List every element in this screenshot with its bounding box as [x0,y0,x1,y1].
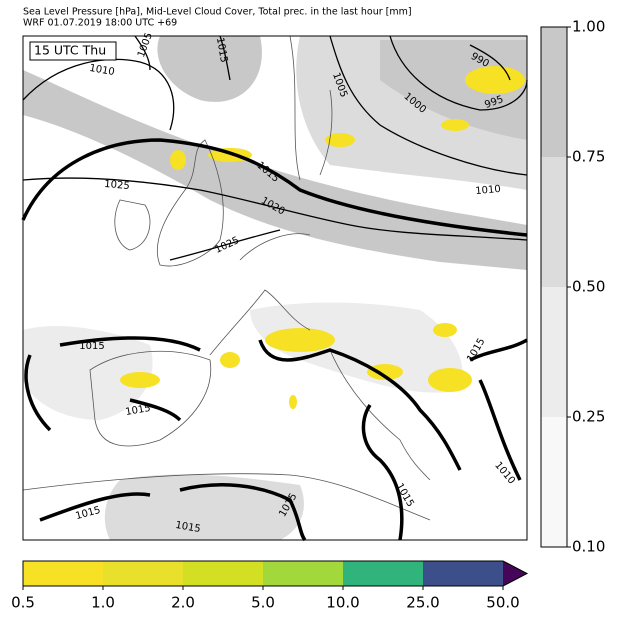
colorbar-tick-label: 0.25 [572,408,605,426]
isobar-label: 1015 [79,341,104,352]
colorbar-tick-label: 1.00 [572,18,605,36]
subtitle-line: WRF 01.07.2019 18:00 UTC +69 [23,18,177,29]
colorbar-band [541,417,567,547]
colorbar-tick-label: 2.0 [171,594,195,612]
colorbar-tick-label: 50.0 [486,594,519,612]
colorbar-band [263,561,343,586]
colorbar-tick-label: 0.5 [11,594,35,612]
colorbar-band [103,561,183,586]
colorbar-tick-label: 1.0 [91,594,115,612]
colorbar-band [541,287,567,417]
isobar-label: 1025 [104,179,130,192]
colorbar-band [423,561,503,586]
colorbar-band [541,157,567,287]
colorbar-extend [503,561,527,586]
isobar-label: 1010 [88,63,115,78]
colorbar-tick-label: 0.75 [572,148,605,166]
isobar-label: 1010 [475,184,501,197]
colorbar-band [343,561,423,586]
isobar-label: 1015 [214,37,229,64]
title-line: Sea Level Pressure [hPa], Mid-Level Clou… [23,7,412,18]
colorbar-tick-label: 10.0 [326,594,359,612]
isobar-label: 1015 [174,520,201,535]
colorbar-band [541,27,567,157]
colorbar-tick-label: 5.0 [251,594,275,612]
map: 15 UTC Thu [21,35,528,542]
colorbar-band [183,561,263,586]
colorbar-tick-label: 25.0 [406,594,439,612]
colorbar-tick-label: 0.10 [572,538,605,556]
colorbar-tick-label: 0.50 [572,278,605,296]
time-label: 15 UTC Thu [34,43,106,58]
colorbar-frame [22,560,529,587]
isobar-label: 1015 [125,403,152,418]
colorbar-band [23,561,103,586]
